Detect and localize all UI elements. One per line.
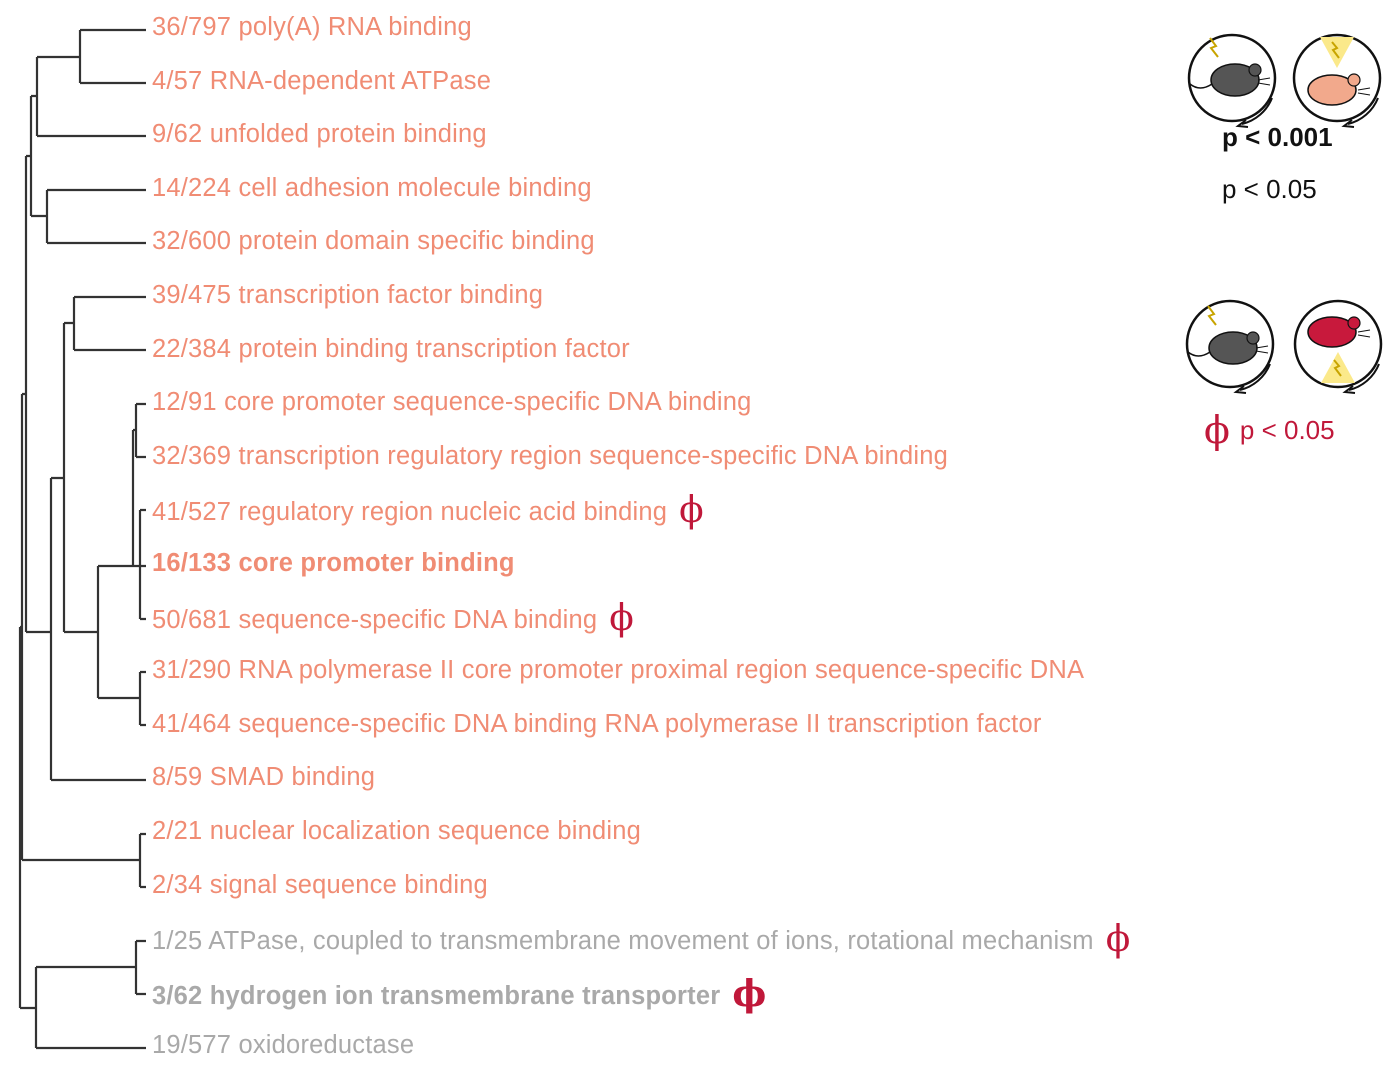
term-row: 19/577 oxidoreductase	[152, 1030, 414, 1060]
phi-icon: ϕ	[732, 972, 767, 1015]
phi-icon: ϕ	[1105, 919, 1131, 961]
term-row: 41/464 sequence-specific DNA binding RNA…	[152, 709, 1042, 739]
term-label: 16/133 core promoter binding	[152, 549, 515, 577]
term-label: 3/62 hydrogen ion transmembrane transpor…	[152, 981, 721, 1010]
mouse-dark-light-on-icon	[1187, 33, 1277, 128]
term-row: 31/290 RNA polymerase II core promoter p…	[152, 655, 1084, 685]
term-row: 36/797 poly(A) RNA binding	[152, 12, 472, 42]
legend-light-exposure: p < 0.001 p < 0.05	[1180, 20, 1390, 220]
term-label: 31/290 RNA polymerase II core promoter p…	[152, 656, 1085, 685]
term-label: 1/25 ATPase, coupled to transmembrane mo…	[152, 927, 1094, 956]
term-row: 32/369 transcription regulatory region s…	[152, 441, 948, 471]
term-label: 32/369 transcription regulatory region s…	[152, 441, 949, 470]
tree-branch	[45, 188, 146, 245]
tree-branch	[18, 625, 36, 1010]
term-row: 9/62 unfolded protein binding	[152, 119, 487, 149]
term-label: 22/384 protein binding transcription fac…	[152, 334, 630, 363]
tree-branch	[72, 295, 146, 352]
tree-branch	[96, 564, 140, 700]
tree-branch	[29, 94, 47, 218]
term-label: 9/62 unfolded protein binding	[152, 120, 487, 149]
dendrogram	[18, 28, 146, 1050]
term-row: 41/527 regulatory region nucleic acid bi…	[152, 493, 704, 529]
mouse-red-light-cone-icon	[1293, 299, 1383, 394]
phi-icon: ϕ	[1204, 408, 1230, 452]
term-label: 2/34 signal sequence binding	[152, 870, 488, 899]
term-row: 3/62 hydrogen ion transmembrane transpor…	[152, 976, 766, 1012]
term-label: 50/681 sequence-specific DNA binding	[152, 605, 598, 634]
tree-branch	[134, 402, 146, 459]
term-label: 39/475 transcription factor binding	[152, 281, 544, 309]
tree-branch	[20, 392, 140, 862]
term-row: 1/25 ATPase, coupled to transmembrane mo…	[152, 922, 1130, 958]
tree-branch	[138, 832, 146, 889]
term-row: 50/681 sequence-specific DNA binding ϕ	[152, 600, 634, 636]
term-row: 16/133 core promoter binding	[152, 548, 515, 578]
term-row: 32/600 protein domain specific binding	[152, 226, 595, 256]
term-row: 22/384 protein binding transcription fac…	[152, 334, 630, 364]
term-label: 2/21 nuclear localization sequence bindi…	[152, 817, 641, 845]
legend-mice-pair-2	[1185, 299, 1383, 394]
tree-branch	[134, 939, 146, 996]
term-label: 19/577 oxidoreductase	[152, 1031, 415, 1060]
tree-branch	[34, 965, 146, 1050]
term-label: 41/464 sequence-specific DNA binding RNA…	[152, 709, 1042, 738]
mouse-dark-light-on-icon	[1185, 299, 1275, 394]
term-label: 14/224 cell adhesion molecule binding	[152, 173, 592, 202]
term-label: 12/91 core promoter sequence-specific DN…	[152, 388, 752, 417]
tree-branch	[49, 476, 146, 782]
term-row: 8/59 SMAD binding	[152, 762, 375, 792]
term-row: 2/21 nuclear localization sequence bindi…	[152, 816, 641, 846]
legend-regular-p: p < 0.05	[1222, 174, 1317, 204]
mouse-peach-light-cone-icon	[1292, 33, 1382, 128]
term-row: 12/91 core promoter sequence-specific DN…	[152, 387, 751, 417]
tree-branch	[78, 28, 146, 85]
term-label: 32/600 protein domain specific binding	[152, 227, 595, 256]
term-row: 4/57 RNA-dependent ATPase	[152, 66, 491, 96]
term-label: 41/527 regulatory region nucleic acid bi…	[152, 498, 668, 527]
tree-branch	[138, 508, 146, 621]
tree-branch	[131, 428, 146, 568]
term-row: 2/34 signal sequence binding	[152, 870, 488, 900]
term-label: 36/797 poly(A) RNA binding	[152, 13, 472, 41]
tree-branch	[62, 321, 98, 634]
term-label: 4/57 RNA-dependent ATPase	[152, 66, 492, 95]
tree-branch	[138, 670, 146, 727]
term-row: 14/224 cell adhesion molecule binding	[152, 173, 592, 203]
legend-bold-p: p < 0.001	[1222, 122, 1333, 152]
tree-branch	[35, 55, 146, 138]
phi-icon: ϕ	[609, 597, 634, 639]
term-label: 8/59 SMAD binding	[152, 763, 376, 792]
legend-mice-pair-1	[1187, 33, 1382, 128]
term-row: 39/475 transcription factor binding	[152, 280, 543, 310]
phi-icon: ϕ	[679, 490, 704, 532]
